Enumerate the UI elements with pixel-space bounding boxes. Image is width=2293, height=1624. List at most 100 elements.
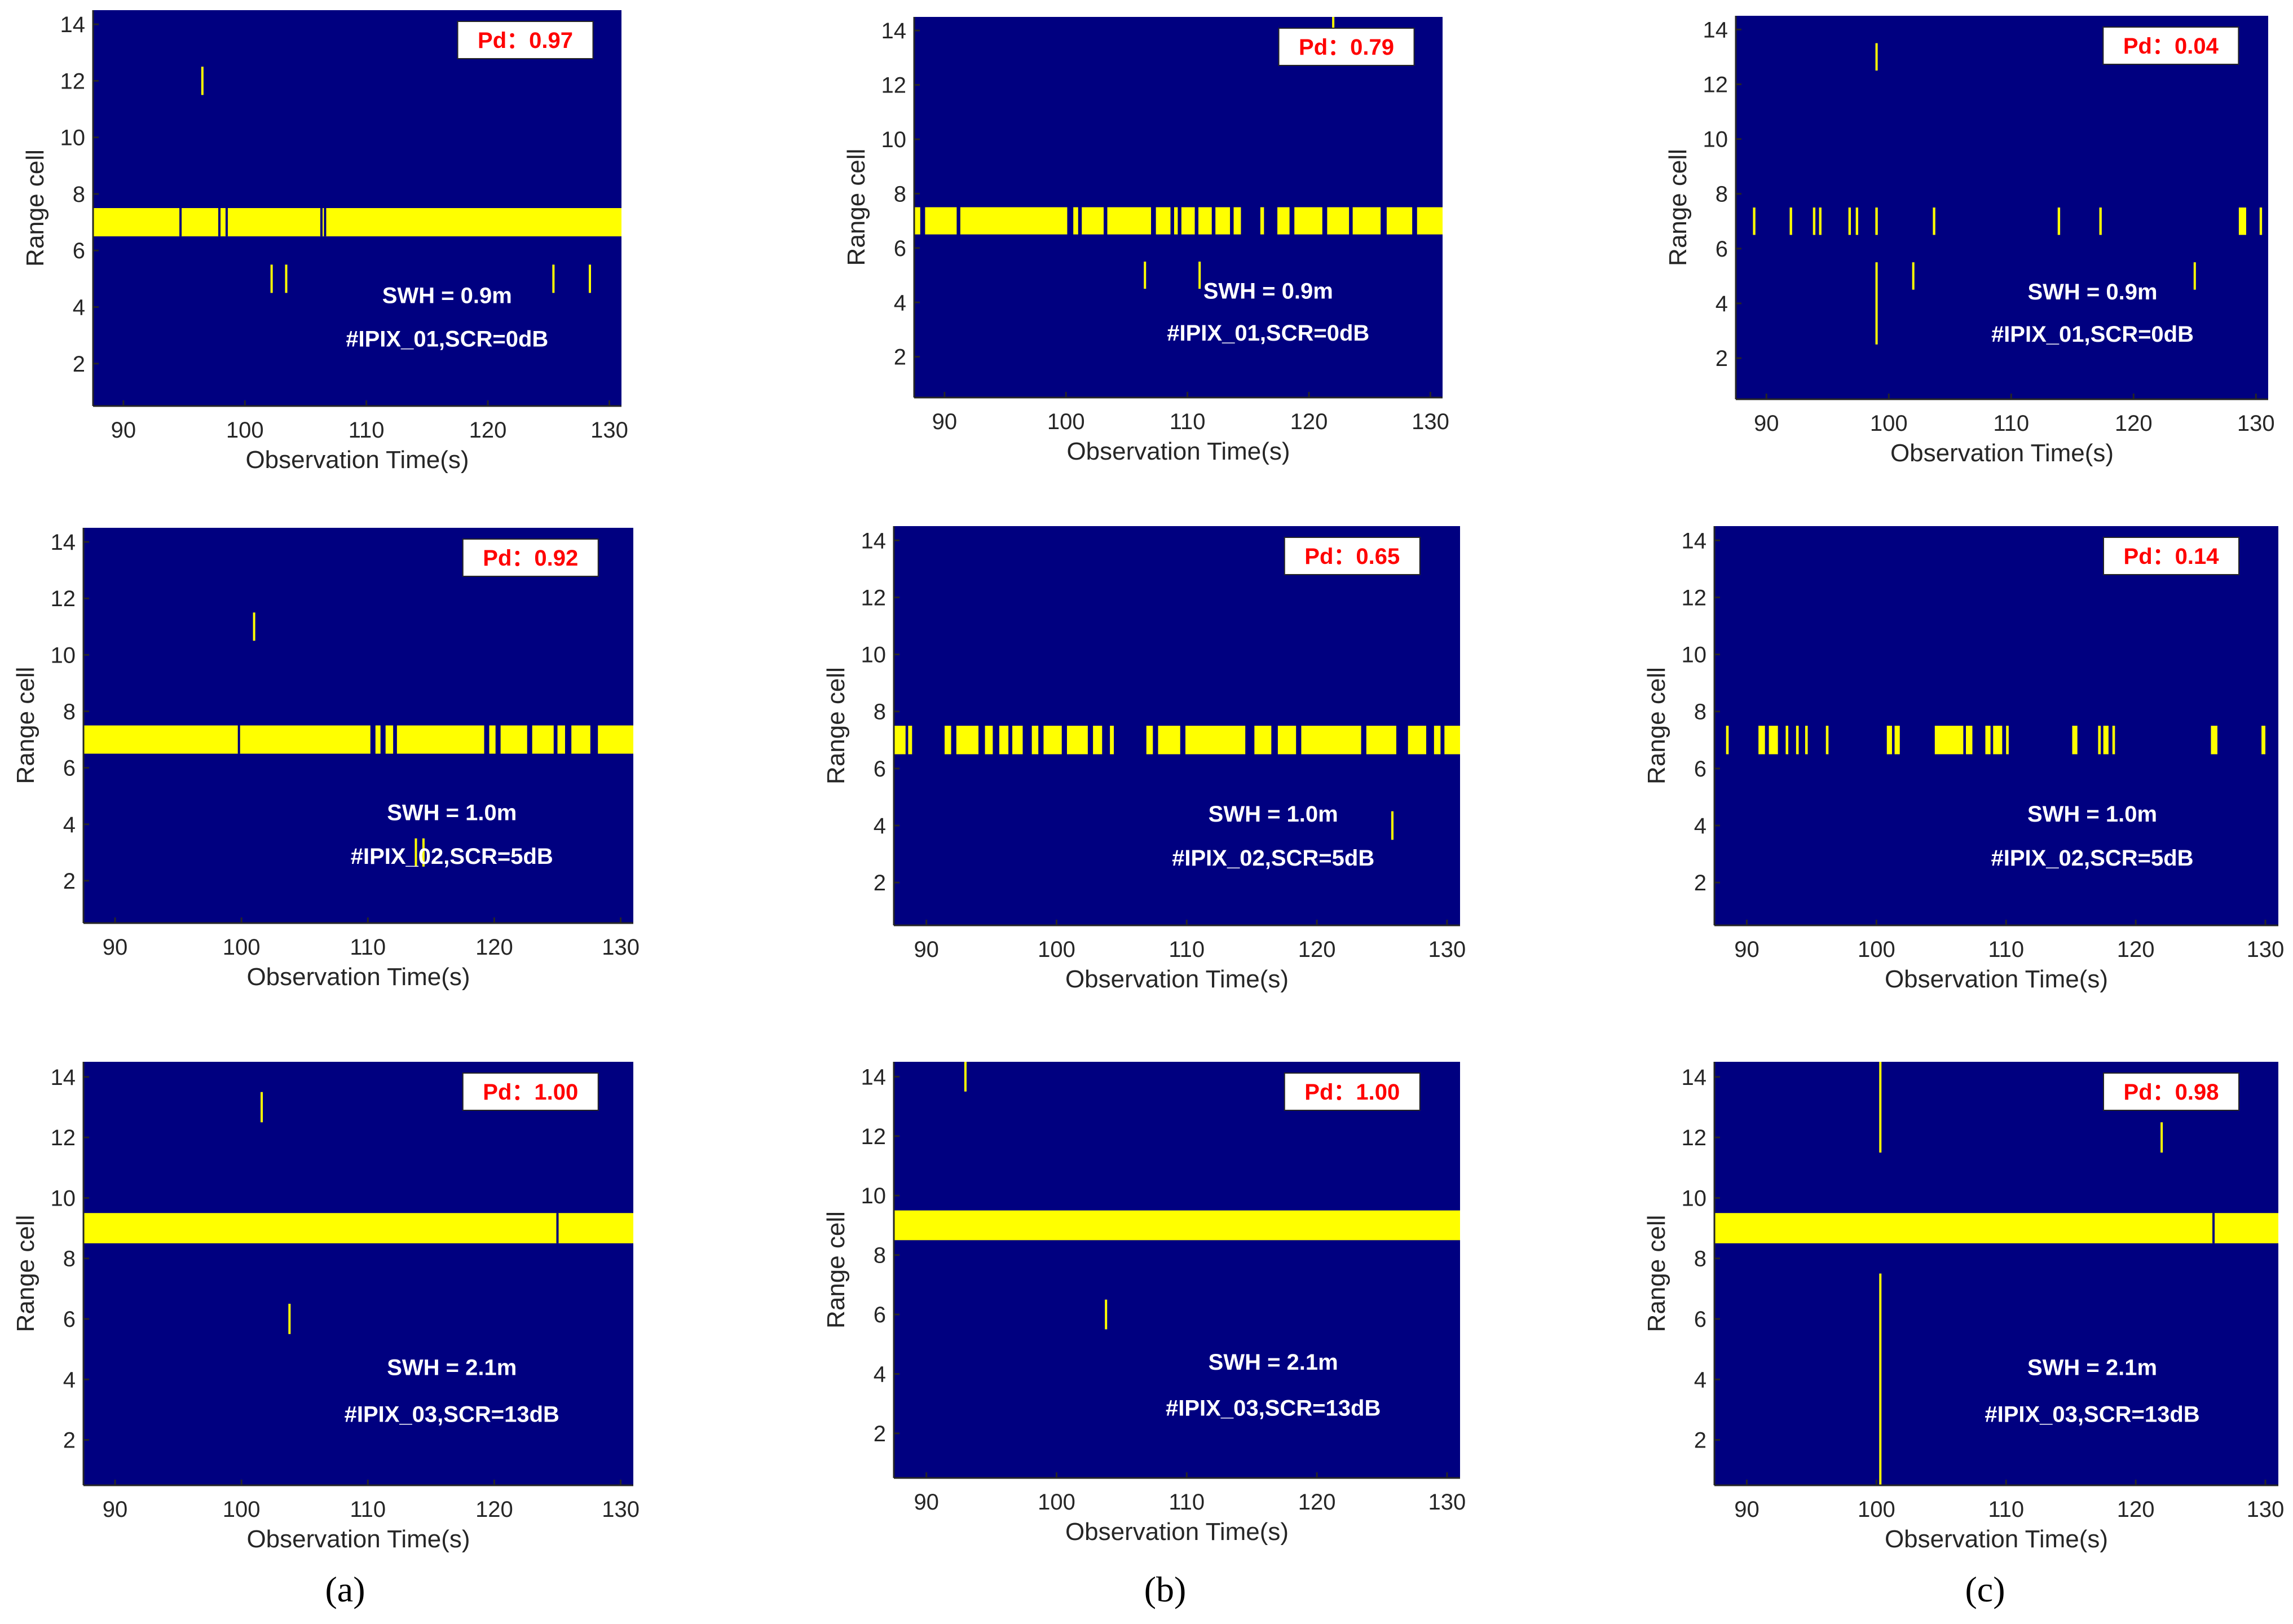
x-axis-label: Observation Time(s) bbox=[1885, 1525, 2108, 1553]
x-tick-label: 90 bbox=[932, 409, 958, 434]
pd-box bbox=[2103, 537, 2239, 575]
detection-segment bbox=[1825, 726, 1829, 754]
detection-segment bbox=[1894, 726, 1900, 754]
y-axis-label: Range cell bbox=[822, 1211, 850, 1329]
detection-segment bbox=[1934, 726, 1964, 754]
detection-segment bbox=[1758, 726, 1765, 754]
y-tick-label: 6 bbox=[874, 1303, 886, 1327]
x-tick-label: 110 bbox=[1988, 937, 2024, 962]
x-tick-label: 90 bbox=[914, 1490, 939, 1515]
y-axis-label: Range cell bbox=[843, 149, 870, 266]
detection-segment bbox=[1260, 207, 1264, 235]
swh-label: SWH = 0.9m bbox=[1203, 279, 1333, 304]
caption-b: (b) bbox=[1144, 1569, 1187, 1609]
y-tick-label: 8 bbox=[63, 1247, 76, 1272]
y-tick-label: 2 bbox=[63, 1428, 76, 1453]
pd-label: Pd：0.97 bbox=[478, 28, 573, 53]
detection-spike bbox=[1332, 17, 1335, 31]
x-tick-label: 120 bbox=[475, 1497, 513, 1522]
y-tick-label: 2 bbox=[73, 352, 85, 377]
detection-spike bbox=[1879, 1273, 1882, 1485]
detection-segment bbox=[2072, 726, 2078, 754]
detection-segment bbox=[1985, 726, 1991, 754]
detection-band bbox=[894, 1210, 1460, 1241]
y-tick-label: 8 bbox=[874, 700, 886, 725]
x-tick-label: 90 bbox=[1734, 937, 1760, 962]
y-tick-label: 4 bbox=[63, 1367, 76, 1392]
y-tick-label: 2 bbox=[874, 871, 886, 895]
detection-segment bbox=[1855, 208, 1859, 235]
x-tick-label: 90 bbox=[914, 937, 939, 962]
y-tick-label: 10 bbox=[861, 643, 887, 668]
y-tick-label: 8 bbox=[63, 699, 76, 724]
pd-box bbox=[1284, 1073, 1421, 1111]
y-tick-label: 6 bbox=[1694, 1307, 1706, 1332]
detection-segment bbox=[1352, 207, 1381, 235]
y-axis-label: Range cell bbox=[1664, 149, 1692, 266]
dataset-label: #IPIX_02,SCR=5dB bbox=[1991, 846, 2193, 871]
detection-segment bbox=[1726, 726, 1729, 754]
chart-panel-8: 90 100 110 120 130 2 4 6 8 10 12 14 Observation Time… bbox=[822, 1062, 1466, 1546]
pd-box bbox=[1278, 28, 1415, 66]
detection-segment bbox=[375, 725, 381, 754]
x-tick-label: 130 bbox=[2247, 1497, 2285, 1522]
x-tick-label: 100 bbox=[226, 418, 264, 443]
detection-segment bbox=[1185, 726, 1246, 754]
detection-spike bbox=[201, 67, 204, 95]
band-gap bbox=[556, 1213, 559, 1243]
band-gap bbox=[324, 208, 327, 237]
detection-segment bbox=[83, 725, 371, 754]
plot-background bbox=[1736, 16, 2268, 399]
pd-box bbox=[2103, 1073, 2239, 1111]
detection-segment bbox=[1366, 726, 1396, 754]
x-tick-label: 100 bbox=[1038, 937, 1075, 962]
detection-segment bbox=[1277, 726, 1297, 754]
y-tick-label: 4 bbox=[73, 295, 85, 320]
detection-segment bbox=[2098, 726, 2101, 754]
detection-segment bbox=[2103, 726, 2109, 754]
caption-c: (c) bbox=[1965, 1569, 2005, 1609]
x-axis-label: Observation Time(s) bbox=[1065, 965, 1289, 993]
detection-spike bbox=[270, 264, 273, 293]
y-tick-label: 14 bbox=[51, 1065, 76, 1090]
plot-background bbox=[83, 1062, 633, 1485]
y-tick-label: 8 bbox=[73, 182, 85, 207]
y-tick-label: 4 bbox=[874, 814, 886, 839]
band-gap bbox=[237, 725, 240, 754]
pd-label: Pd：0.92 bbox=[483, 546, 578, 571]
detection-segment bbox=[1198, 207, 1212, 235]
detection-segment bbox=[1181, 207, 1195, 235]
x-tick-label: 120 bbox=[1298, 1490, 1336, 1515]
x-tick-label: 90 bbox=[1734, 1497, 1760, 1522]
x-tick-label: 120 bbox=[2117, 1497, 2155, 1522]
detection-segment bbox=[1417, 207, 1443, 235]
chart-panel-6: 90 100 110 120 130 2 4 6 8 10 12 14 Observation Time… bbox=[1643, 526, 2284, 993]
detection-spike bbox=[288, 1304, 291, 1334]
x-tick-label: 90 bbox=[111, 418, 136, 443]
detection-segment bbox=[1146, 726, 1153, 754]
detection-spike bbox=[1912, 262, 1915, 290]
x-axis-label: Observation Time(s) bbox=[245, 446, 469, 474]
swh-label: SWH = 1.0m bbox=[2027, 802, 2157, 827]
x-tick-label: 110 bbox=[1168, 937, 1205, 962]
detection-segment bbox=[1158, 726, 1180, 754]
detection-segment bbox=[1233, 207, 1241, 235]
detection-segment bbox=[999, 726, 1009, 754]
x-axis-label: Observation Time(s) bbox=[1066, 438, 1290, 465]
y-axis-label: Range cell bbox=[12, 667, 39, 784]
y-tick-label: 4 bbox=[1694, 814, 1706, 839]
y-tick-label: 12 bbox=[881, 73, 907, 98]
swh-label: SWH = 2.1m bbox=[1209, 1350, 1338, 1375]
y-tick-label: 8 bbox=[874, 1243, 886, 1268]
x-tick-label: 90 bbox=[103, 935, 128, 960]
detection-segment bbox=[1215, 207, 1231, 235]
x-tick-label: 100 bbox=[1038, 1490, 1075, 1515]
detection-segment bbox=[1031, 726, 1039, 754]
detection-spike bbox=[285, 264, 288, 293]
y-axis-label: Range cell bbox=[1643, 1215, 1670, 1332]
y-tick-label: 14 bbox=[1703, 17, 1728, 42]
y-tick-label: 4 bbox=[874, 1362, 886, 1387]
x-tick-label: 130 bbox=[2237, 411, 2275, 436]
detection-segment bbox=[894, 726, 906, 754]
detection-segment bbox=[598, 725, 633, 754]
